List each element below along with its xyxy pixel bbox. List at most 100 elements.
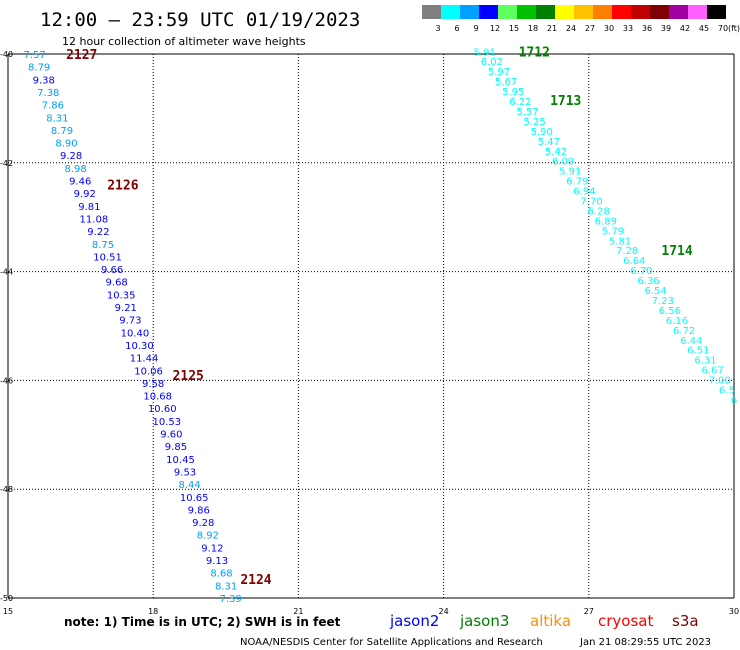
colorbar-label: 15 [509, 24, 519, 33]
satellite-legend-jason2: jason2 [389, 612, 439, 630]
swh-value-label: 10.51 [93, 252, 122, 263]
swh-value-label: 9.58 [142, 379, 164, 390]
swh-value-label: 5.90 [531, 127, 553, 138]
swh-value-label: 6.16 [666, 316, 688, 327]
swh-value-label: 6.44 [680, 336, 702, 347]
swh-value-label: 6.09 [552, 157, 574, 168]
colorbar-label: 39 [661, 24, 671, 33]
swh-value-label: 10.30 [125, 341, 154, 352]
swh-value-label: 10.65 [180, 493, 209, 504]
swh-value-label: 9.46 [69, 177, 91, 188]
swh-value-label: 9.86 [188, 505, 210, 516]
swh-value-label: 6.51 [687, 346, 709, 357]
swh-value-label: 6.72 [673, 326, 695, 337]
swh-value-label: 6.70 [630, 266, 652, 277]
color-scale-legend: 3 6 9 12 15 18 21 24 27 30 33 36 39 42 45 70 (ft) [422, 5, 740, 33]
swh-value-label: 5.47 [538, 137, 560, 148]
colorbar-swatch [479, 5, 498, 19]
swh-value-label: 8.44 [178, 480, 200, 491]
swh-value-label: 10.35 [107, 290, 136, 301]
swh-value-label: 9.60 [160, 430, 182, 441]
colorbar-label: 30 [604, 24, 614, 33]
y-tick-label: -46 [0, 376, 13, 385]
x-tick-label: 27 [584, 607, 594, 616]
swh-value-label: 8.98 [65, 164, 87, 175]
swh-value-label: 9.38 [33, 75, 55, 86]
colorbar-label: 21 [547, 24, 557, 33]
x-tick-label: 21 [293, 607, 303, 616]
swh-value-label: 5.91 [474, 47, 496, 58]
swh-value-label: 6.89 [595, 216, 617, 227]
swh-value-label: 6.54 [645, 286, 667, 297]
swh-value-label: 6.22 [509, 97, 531, 108]
colorbar-swatch [688, 5, 707, 19]
colorbar-swatch [441, 5, 460, 19]
swh-value-label: 5.79 [602, 226, 624, 237]
pass-number-label: 1714 [661, 244, 692, 259]
swh-value-label: 9.81 [78, 202, 100, 213]
pass-number-label: 2124 [240, 573, 271, 588]
satellite-legend-altika: altika [530, 612, 571, 630]
swh-value-label: 5.81 [609, 236, 631, 247]
y-tick-label: -48 [0, 485, 13, 494]
colorbar-label: 12 [490, 24, 500, 33]
swh-value-label: 10.45 [166, 455, 195, 466]
swh-value-label: 6.94 [573, 187, 595, 198]
colorbar-swatch [593, 5, 612, 19]
y-tick-label: -42 [0, 159, 13, 168]
colorbar-label: 24 [566, 24, 576, 33]
swh-value-label: 9.13 [206, 556, 228, 567]
pass-number-label: 2127 [66, 48, 97, 63]
swh-value-label: 8.68 [210, 569, 232, 580]
colorbar-label: 36 [642, 24, 652, 33]
swh-value-label: 6.56 [659, 306, 681, 317]
swh-value-label: 7.28 [616, 246, 638, 257]
colorbar-swatch [669, 5, 688, 19]
swh-value-label: 9.21 [115, 303, 137, 314]
swh-value-label: 6.79 [566, 177, 588, 188]
swh-value-label: 6.02 [481, 57, 503, 68]
pass-number-label: 1713 [550, 94, 581, 109]
swh-value-label: 5.95 [502, 87, 524, 98]
satellite-legend-cryosat: cryosat [598, 612, 653, 630]
pass-number-label: 1712 [519, 45, 550, 60]
swh-value-label: 6 [731, 395, 737, 406]
pass-labels: 2127 2126 2125 2124 1712 1713 1714 [66, 45, 693, 588]
colorbar-swatch [612, 5, 631, 19]
swh-value-label: 9.85 [165, 442, 187, 453]
swh-value-label: 9.28 [60, 151, 82, 162]
colorbar-swatch [650, 5, 669, 19]
swh-value-label: 9.22 [87, 227, 109, 238]
swh-value-label: 7.38 [37, 88, 59, 99]
wave-height-points: 7.578.799.387.387.868.318.798.909.288.98… [23, 47, 737, 605]
swh-value-label: 9.92 [74, 189, 96, 200]
swh-value-label: 6.36 [637, 276, 659, 287]
y-tick-label: -50 [0, 594, 13, 603]
swh-value-label: 8.31 [46, 113, 68, 124]
pass-number-label: 2125 [173, 369, 204, 384]
swh-value-label: 6.28 [588, 206, 610, 217]
footer-credit: NOAA/NESDIS Center for Satellite Applica… [240, 637, 543, 648]
swh-value-label: 5.57 [516, 107, 538, 118]
swh-value-label: 6.67 [702, 366, 724, 377]
swh-value-label: 9.73 [119, 316, 141, 327]
colorbar-label: 27 [585, 24, 595, 33]
swh-value-label: 6.64 [623, 256, 645, 267]
colorbar-label: 6 [454, 24, 459, 33]
colorbar-swatch [555, 5, 574, 19]
satellite-legend: jason2 jason3 altika cryosat s3a [389, 612, 699, 630]
swh-value-label: 11.44 [130, 354, 159, 365]
colorbar-label: 9 [473, 24, 478, 33]
satellite-legend-jason3: jason3 [459, 612, 509, 630]
colorbar-swatch [517, 5, 536, 19]
colorbar-label: 70 [718, 24, 728, 33]
swh-value-label: 8.31 [215, 581, 237, 592]
swh-value-label: 7.23 [652, 296, 674, 307]
swh-value-label: 9.66 [101, 265, 123, 276]
swh-value-label: 6.5 [719, 385, 735, 396]
colorbar-label: 42 [680, 24, 690, 33]
pass-number-label: 2126 [107, 179, 138, 194]
swh-value-label: 7.00 [709, 376, 731, 387]
y-tick-label: -40 [0, 50, 13, 59]
